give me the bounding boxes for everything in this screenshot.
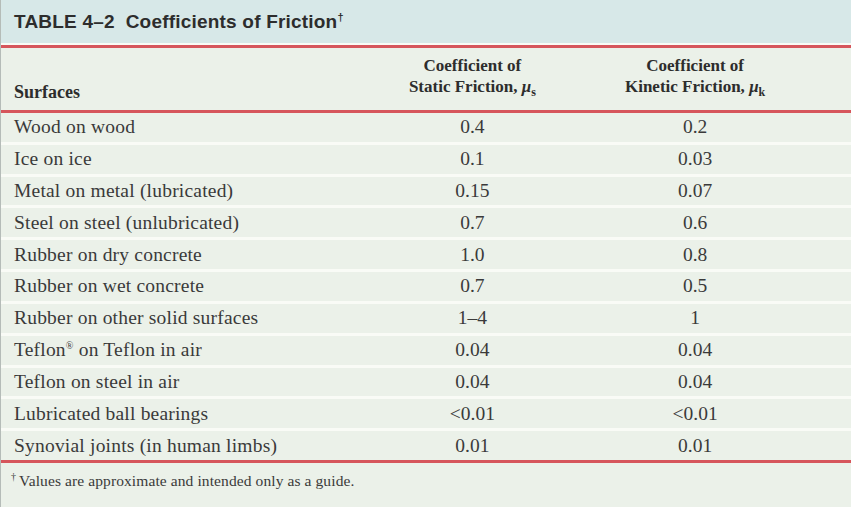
static-value-cell: 1.0	[353, 244, 593, 266]
static-value-cell: 0.15	[353, 180, 593, 202]
surface-cell: Rubber on dry concrete	[1, 244, 353, 266]
surface-cell: Ice on ice	[1, 148, 353, 170]
kinetic-value-cell: 1	[592, 307, 851, 329]
static-value-cell: 0.01	[353, 435, 593, 457]
surface-cell: Steel on steel (unlubricated)	[1, 212, 353, 234]
static-value-cell: 0.7	[353, 212, 593, 234]
surface-cell: Rubber on wet concrete	[1, 275, 353, 297]
mu-symbol: μ	[749, 77, 758, 96]
kinetic-value-cell: 0.5	[592, 275, 851, 297]
table-row: Synovial joints (in human limbs)0.010.01	[1, 428, 851, 460]
kinetic-value-cell: 0.8	[592, 244, 851, 266]
surface-cell: Rubber on other solid surfaces	[1, 307, 353, 329]
static-value-cell: 1–4	[353, 307, 593, 329]
kinetic-value-cell: 0.04	[592, 339, 851, 361]
table-row: Steel on steel (unlubricated)0.70.6	[1, 205, 851, 237]
kinetic-value-cell: 0.04	[592, 371, 851, 393]
table-number: TABLE 4–2	[14, 11, 115, 33]
friction-table: TABLE 4–2 Coefficients of Friction† Surf…	[0, 0, 851, 507]
table-row: Rubber on other solid surfaces1–41	[1, 301, 851, 333]
table-row: Teflon on steel in air0.040.04	[1, 365, 851, 397]
mu-subscript-k: k	[759, 85, 766, 99]
static-value-cell: 0.4	[353, 116, 593, 138]
kinetic-header-line2: Kinetic Friction, μk	[625, 76, 765, 103]
table-row: Lubricated ball bearings<0.01<0.01	[1, 396, 851, 428]
table-row: Wood on wood0.40.2	[1, 113, 851, 142]
column-header-row: Surfaces Coefficient of Static Friction,…	[1, 48, 851, 110]
table-body: Wood on wood0.40.2Ice on ice0.10.03Metal…	[1, 113, 851, 460]
table-row: Metal on metal (lubricated)0.150.07	[1, 174, 851, 206]
surface-cell: Metal on metal (lubricated)	[1, 180, 353, 202]
footnote: †Values are approximate and intended onl…	[1, 463, 851, 507]
column-header-static: Coefficient of Static Friction, μs	[353, 48, 593, 110]
static-value-cell: 0.1	[353, 148, 593, 170]
column-header-surfaces: Surfaces	[1, 48, 353, 110]
table-title: Coefficients of Friction†	[126, 11, 344, 33]
static-value-cell: 0.04	[353, 371, 593, 393]
kinetic-value-cell: 0.2	[592, 116, 851, 138]
kinetic-header-line1: Coefficient of	[646, 55, 744, 76]
table-row: Ice on ice0.10.03	[1, 142, 851, 174]
mu-symbol: μ	[522, 77, 531, 96]
mu-subscript-s: s	[531, 85, 536, 99]
static-value-cell: 0.7	[353, 275, 593, 297]
dagger-superscript: †	[337, 10, 343, 22]
table-row: Rubber on wet concrete0.70.5	[1, 269, 851, 301]
surface-cell: Wood on wood	[1, 116, 353, 138]
surfaces-header-label: Surfaces	[14, 82, 353, 103]
column-header-kinetic: Coefficient of Kinetic Friction, μk	[592, 48, 851, 110]
kinetic-value-cell: <0.01	[592, 403, 851, 425]
kinetic-header-text: Kinetic Friction,	[625, 77, 749, 96]
surface-cell: Teflon on steel in air	[1, 371, 353, 393]
footnote-text: Values are approximate and intended only…	[19, 472, 354, 489]
surface-cell: Lubricated ball bearings	[1, 403, 353, 425]
static-value-cell: 0.04	[353, 339, 593, 361]
static-header-line2: Static Friction, μs	[409, 76, 536, 103]
footnote-dagger: †	[11, 471, 16, 482]
kinetic-value-cell: 0.01	[592, 435, 851, 457]
static-header-line1: Coefficient of	[424, 55, 522, 76]
surface-cell: Teflon® on Teflon in air	[1, 339, 353, 361]
registered-mark: ®	[66, 340, 74, 351]
table-title-text: Coefficients of Friction	[126, 11, 338, 32]
kinetic-value-cell: 0.03	[592, 148, 851, 170]
static-value-cell: <0.01	[353, 403, 593, 425]
kinetic-value-cell: 0.6	[592, 212, 851, 234]
surface-cell: Synovial joints (in human limbs)	[1, 435, 353, 457]
kinetic-value-cell: 0.07	[592, 180, 851, 202]
table-title-bar: TABLE 4–2 Coefficients of Friction†	[1, 0, 851, 43]
table-row: Rubber on dry concrete1.00.8	[1, 237, 851, 269]
table-row: Teflon® on Teflon in air0.040.04	[1, 333, 851, 365]
static-header-text: Static Friction,	[409, 77, 522, 96]
